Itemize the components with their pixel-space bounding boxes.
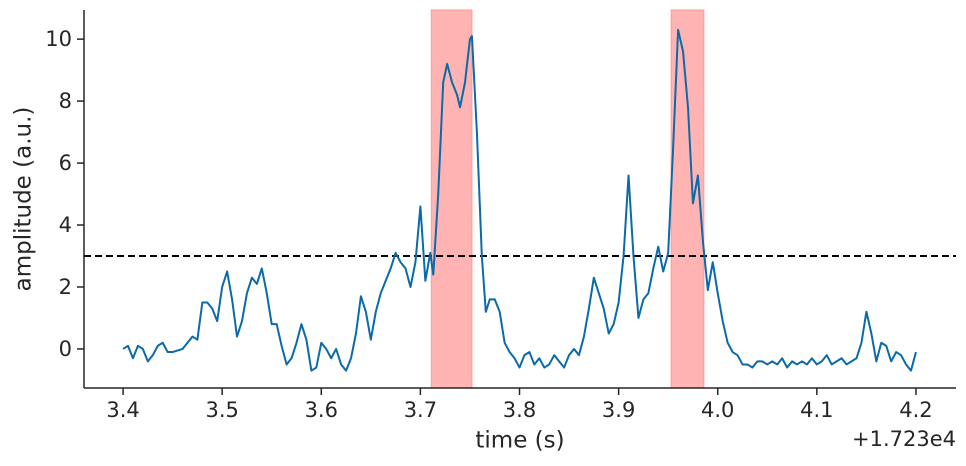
x-tick-label: 3.7 [404,398,437,422]
x-tick-label: 4.1 [800,398,833,422]
x-tick-label: 3.4 [106,398,139,422]
y-tick-label: 6 [59,151,72,175]
x-tick-label: 3.5 [205,398,238,422]
x-tick-label: 3.8 [503,398,536,422]
y-tick-label: 10 [45,27,72,51]
x-tick-label: 4.2 [899,398,932,422]
y-axis-label: amplitude (a.u.) [11,107,37,292]
y-tick-label: 0 [59,337,72,361]
x-tick-label: 4.0 [701,398,734,422]
x-tick-label: 3.9 [602,398,635,422]
x-tick-label: 3.6 [305,398,338,422]
y-tick-label: 8 [59,89,72,113]
y-tick-label: 4 [59,213,72,237]
offset-text: +1.723e4 [852,427,956,451]
x-axis-label: time (s) [475,428,564,454]
signal-line [122,28,917,372]
y-tick-label: 2 [59,275,72,299]
